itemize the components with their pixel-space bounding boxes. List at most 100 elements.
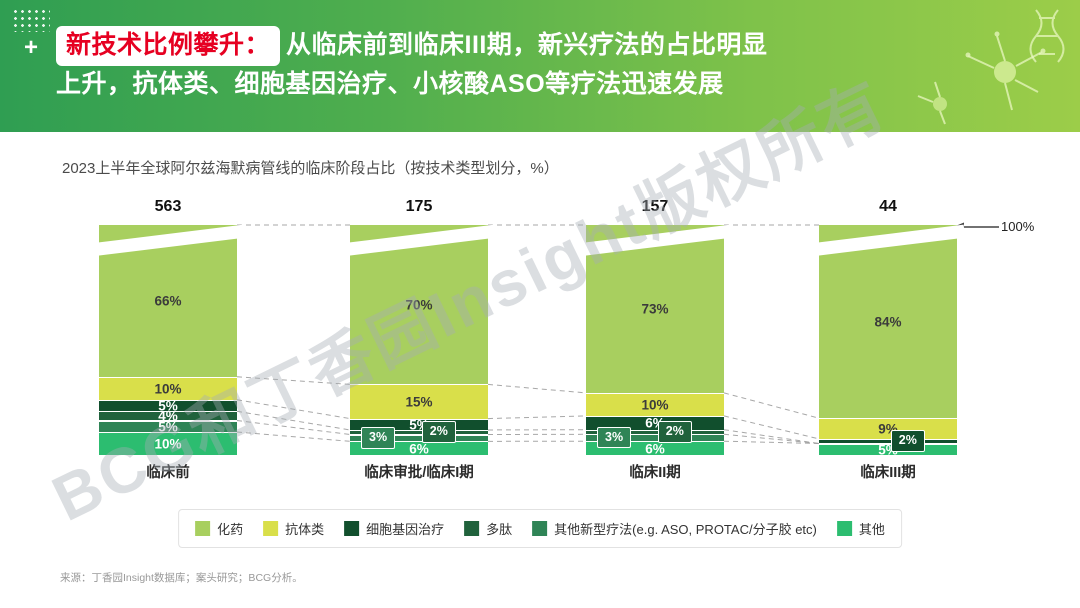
dashed-connector	[487, 415, 587, 420]
bar-segment-其他: 6%	[350, 441, 488, 457]
legend-label: 化药	[217, 522, 244, 537]
bar-total: 563	[154, 198, 182, 215]
segment-value-label: 6%	[645, 441, 665, 457]
legend-item-1: 抗体类	[263, 519, 324, 538]
category-label: 临床前	[146, 465, 190, 481]
bar-segment-抗体类: 10%	[99, 376, 237, 400]
source-note: 来源：丁香园Insight数据库；案头研究；BCG分析。	[60, 572, 303, 584]
plus-mark: +	[24, 34, 39, 61]
segment-value-label: 10%	[641, 397, 669, 413]
dashed-connector	[236, 431, 351, 442]
segment-value-chip: 3%	[361, 426, 396, 449]
dashed-connector	[236, 410, 351, 431]
segment-value-label: 10%	[154, 381, 182, 397]
category-label: 临床II期	[629, 465, 681, 481]
bar-segment-抗体类: 9%	[819, 418, 957, 439]
segment-value-label: 73%	[641, 301, 669, 317]
segment-value-label: 4%	[158, 408, 178, 424]
legend-swatch-icon	[836, 521, 852, 536]
segment-value-chip: 2%	[421, 421, 456, 443]
legend-label: 抗体类	[285, 522, 325, 537]
legend-swatch-icon	[195, 521, 211, 536]
bar-total: 157	[641, 198, 669, 215]
legend-item-2: 细胞基因治疗	[344, 519, 444, 538]
dot-pattern	[12, 8, 50, 32]
bar-segment-抗体类: 10%	[586, 392, 724, 416]
segment-value-label: 10%	[154, 436, 182, 452]
bar-segment-细胞基因治疗	[819, 438, 957, 444]
title-rest-line2: 上升，抗体类、细胞基因治疗、小核酸ASO等疗法迅速发展	[56, 69, 724, 98]
bar-segment-化药: 70%	[350, 225, 488, 385]
bar-segment-多肽	[350, 429, 488, 435]
segment-value-label: 66%	[154, 293, 182, 309]
dashed-connector	[723, 429, 820, 444]
bar-total: 175	[405, 198, 433, 215]
chart-title: 2023上半年全球阿尔兹海默病管线的临床阶段占比（按技术类型划分，%）	[62, 160, 559, 177]
bar-top-slash	[577, 224, 733, 257]
segment-value-chip: 3%	[597, 426, 632, 449]
legend-swatch-icon	[532, 521, 548, 536]
bar-segment-抗体类: 15%	[350, 384, 488, 419]
bar-top-slash	[341, 224, 497, 257]
segment-value-chip: 2%	[890, 430, 925, 452]
legend-swatch-icon	[263, 521, 279, 536]
title-highlight: 新技术比例攀升：	[56, 26, 281, 66]
legend-label: 多肽	[486, 522, 513, 537]
bar-segment-其他新型疗法(e.g. ASO, PROTAC/分子胶 etc)	[586, 434, 724, 442]
axis-100-label: 100%	[1001, 219, 1035, 234]
bar-total: 44	[879, 198, 897, 215]
legend-swatch-icon	[344, 521, 360, 536]
dashed-connector	[723, 415, 820, 440]
dashed-connector	[236, 399, 351, 420]
page-title: 新技术比例攀升： 从临床前到临床III期，新兴疗法的占比明显 上升，抗体类、细胞基…	[56, 26, 767, 103]
segment-value-label: 5%	[158, 398, 178, 414]
neuron-decoration-icon	[917, 9, 1065, 125]
bar-segment-化药: 73%	[586, 225, 724, 393]
chart-legend: 化药 抗体类 细胞基因治疗 多肽 其他新型疗法(e.g. ASO, PROTAC/分子胶…	[178, 509, 902, 548]
bar-segment-多肽	[586, 429, 724, 435]
legend-label: 其他	[858, 522, 885, 537]
dashed-connector	[723, 392, 820, 419]
segment-value-label: 70%	[405, 297, 433, 313]
legend-item-5: 其他	[836, 519, 885, 538]
bar-segment-其他: 10%	[99, 432, 237, 455]
legend-label: 细胞基因治疗	[366, 522, 445, 537]
bar-segment-多肽: 4%	[99, 409, 237, 424]
legend-item-4: 其他新型疗法(e.g. ASO, PROTAC/分子胶 etc)	[532, 519, 817, 538]
dashed-connector	[487, 383, 587, 394]
arrow-head-icon	[953, 222, 964, 232]
bar-segment-细胞基因治疗: 5%	[99, 398, 237, 414]
segment-value-label: 84%	[874, 314, 902, 330]
bar-top-slash	[90, 224, 246, 257]
segment-value-label: 6%	[645, 415, 665, 431]
segment-value-chip: 2%	[657, 421, 692, 443]
bar-segment-化药: 84%	[819, 225, 957, 419]
legend-label: 其他新型疗法(e.g. ASO, PROTAC/分子胶 etc)	[554, 522, 817, 537]
bar-segment-其他: 5%	[819, 442, 957, 458]
category-label: 临床III期	[860, 465, 916, 481]
segment-value-label: 5%	[158, 419, 178, 435]
segment-value-label: 5%	[409, 417, 429, 433]
segment-value-label: 6%	[409, 441, 429, 457]
title-rest-line1: 从临床前到临床III期，新兴疗法的占比明显	[286, 31, 768, 59]
segment-value-label: 15%	[405, 394, 433, 410]
header-banner: + 新技术比例攀升： 从临床前到临床III期，新兴疗法的占比明显 上升，抗体类、细…	[0, 0, 1080, 132]
category-label: 临床审批/临床I期	[364, 465, 474, 481]
bar-segment-其他新型疗法(e.g. ASO, PROTAC/分子胶 etc): 5%	[99, 419, 237, 435]
dashed-connector	[723, 433, 820, 444]
segment-value-label: 5%	[878, 442, 898, 458]
legend-swatch-icon	[464, 521, 480, 536]
bar-segment-其他新型疗法(e.g. ASO, PROTAC/分子胶 etc)	[350, 434, 488, 442]
dashed-connector	[236, 420, 351, 436]
bar-segment-化药: 66%	[99, 225, 237, 377]
segment-value-label: 9%	[878, 421, 898, 437]
bar-segment-其他: 6%	[586, 441, 724, 457]
bar-segment-细胞基因治疗: 5%	[350, 417, 488, 433]
legend-item-3: 多肽	[464, 519, 512, 538]
bar-top-slash	[810, 224, 966, 257]
dashed-connector	[723, 440, 820, 444]
dashed-connector	[236, 376, 351, 385]
bar-segment-细胞基因治疗: 6%	[586, 415, 724, 431]
legend-item-0: 化药	[195, 519, 243, 538]
